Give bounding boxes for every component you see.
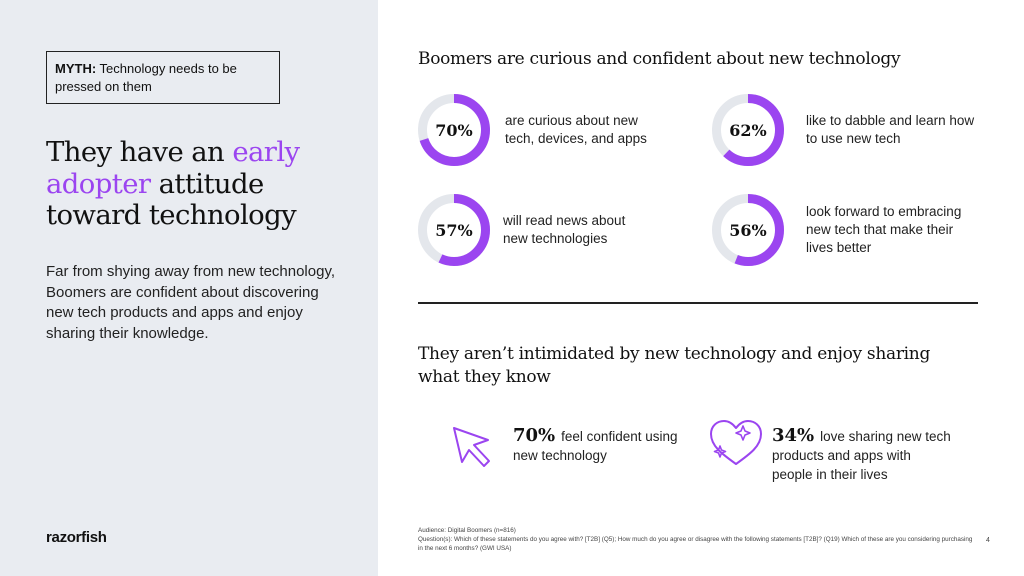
left-panel: MYTH: Technology needs to be pressed on … bbox=[0, 0, 378, 576]
stat-sharing: 34% love sharing new tech products and ap… bbox=[772, 426, 952, 484]
donut-value-arc bbox=[712, 94, 784, 166]
myth-text: Technology needs to be pressed on them bbox=[55, 61, 237, 94]
myth-label: MYTH: bbox=[55, 61, 97, 76]
stat-ring: 70% bbox=[418, 94, 490, 166]
cursor-arrow-icon bbox=[450, 424, 496, 473]
stat-confident: 70% feel confident using new technology bbox=[513, 426, 683, 465]
stat-confident-pct: 70% bbox=[513, 425, 556, 446]
donut-ring bbox=[418, 94, 490, 166]
donut-value-arc bbox=[418, 94, 490, 166]
page-title: They have an early adopter attitude towa… bbox=[46, 136, 366, 232]
stat-confident-text: feel confident using new technology bbox=[513, 429, 678, 463]
donut-value-arc bbox=[712, 194, 784, 266]
stat-text: are curious about new tech, devices, and… bbox=[505, 113, 647, 146]
stat-text: will read news about new technologies bbox=[503, 213, 626, 246]
stat-ring: 56% bbox=[712, 194, 784, 266]
donut-ring bbox=[712, 194, 784, 266]
donut-label: 70% bbox=[435, 120, 473, 140]
body-copy: Far from shying away from new technology… bbox=[46, 263, 336, 342]
page-number: 4 bbox=[986, 537, 990, 544]
stat-ring: 57% bbox=[418, 194, 490, 266]
stat-text: look forward to embracing new tech that … bbox=[806, 204, 962, 255]
headline-part1: They have an bbox=[46, 136, 233, 168]
sparkle-heart-icon bbox=[708, 418, 764, 475]
headline-part2: attitude toward technology bbox=[46, 167, 297, 231]
stat-sharing-pct: 34% bbox=[772, 425, 815, 446]
footnote-questions: Question(s): Which of these statements d… bbox=[418, 535, 973, 552]
donut-ring bbox=[418, 194, 490, 266]
stat-ring: 62% bbox=[712, 94, 784, 166]
footnote: Audience: Digital Boomers (n=816) Questi… bbox=[418, 527, 978, 553]
footnote-audience: Audience: Digital Boomers (n=816) bbox=[418, 527, 516, 534]
myth-box: MYTH: Technology needs to be pressed on … bbox=[46, 51, 280, 104]
donut-label: 57% bbox=[435, 220, 473, 240]
section-divider bbox=[418, 302, 978, 304]
headline-accent: early adopter bbox=[46, 136, 300, 200]
donut-label: 56% bbox=[729, 220, 767, 240]
donut-value-arc bbox=[418, 194, 490, 266]
razorfish-logo: razorfish bbox=[46, 529, 107, 546]
stat-text: like to dabble and learn how to use new … bbox=[806, 113, 975, 146]
section2-title: They aren’t intimidated by new technolog… bbox=[418, 344, 931, 387]
section1-title: Boomers are curious and confident about … bbox=[418, 49, 901, 69]
stat-sharing-text: love sharing new tech products and apps … bbox=[772, 429, 951, 482]
donut-ring bbox=[712, 94, 784, 166]
donut-label: 62% bbox=[729, 120, 767, 140]
